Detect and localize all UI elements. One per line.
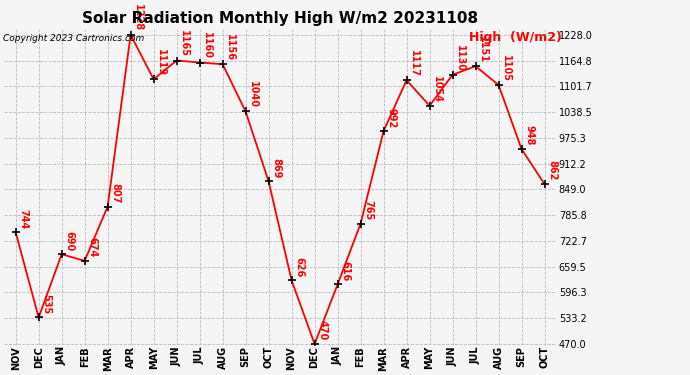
Text: 1040: 1040 <box>248 81 258 108</box>
Text: 674: 674 <box>88 237 97 258</box>
Text: 690: 690 <box>64 231 75 251</box>
Text: 1105: 1105 <box>502 55 511 82</box>
Text: 1156: 1156 <box>226 34 235 61</box>
Text: 1151: 1151 <box>478 36 489 63</box>
Text: 626: 626 <box>295 257 304 277</box>
Text: 470: 470 <box>317 321 327 341</box>
Text: High  (W/m2): High (W/m2) <box>469 31 562 44</box>
Text: 1119: 1119 <box>157 49 166 76</box>
Text: 1160: 1160 <box>202 32 213 59</box>
Text: 1054: 1054 <box>433 75 442 102</box>
Text: Copyright 2023 Cartronics.com: Copyright 2023 Cartronics.com <box>3 34 145 43</box>
Text: 1165: 1165 <box>179 30 189 57</box>
Text: 535: 535 <box>41 294 52 314</box>
Text: 948: 948 <box>524 125 534 146</box>
Text: 1117: 1117 <box>409 50 420 77</box>
Text: 992: 992 <box>386 108 396 128</box>
Text: 869: 869 <box>271 158 282 178</box>
Text: 1130: 1130 <box>455 45 465 72</box>
Text: 744: 744 <box>19 209 28 229</box>
Text: 862: 862 <box>547 160 558 181</box>
Text: 616: 616 <box>340 261 351 281</box>
Text: 807: 807 <box>110 183 120 203</box>
Title: Solar Radiation Monthly High W/m2 20231108: Solar Radiation Monthly High W/m2 202311… <box>82 11 478 26</box>
Text: 765: 765 <box>364 200 373 220</box>
Text: 1228: 1228 <box>133 4 144 32</box>
